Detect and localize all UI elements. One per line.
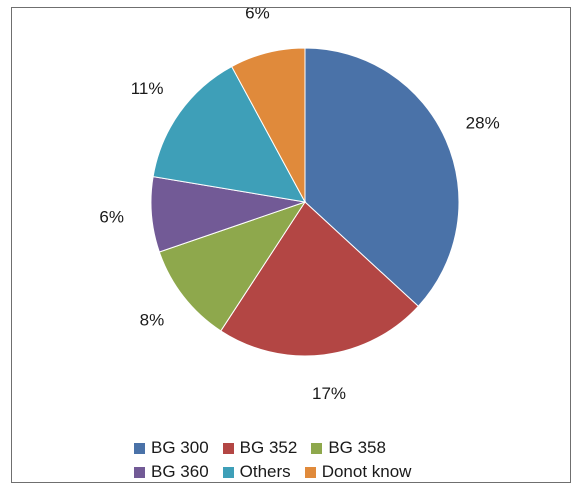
pie-slice-bg-358	[158, 201, 307, 332]
data-label: 6%	[99, 207, 124, 226]
legend-swatch	[134, 442, 145, 454]
legend-item: BG 352	[222, 438, 298, 458]
data-label: 28%	[466, 114, 500, 133]
pie-slice-donot-know	[231, 47, 306, 203]
legend-item: Others	[222, 462, 291, 482]
legend-swatch	[222, 442, 234, 454]
chart-frame: 28% 17% 8% 6% 11% 6% BG 300 BG 352 BG 358 BG …	[11, 7, 571, 483]
legend-label: BG 358	[328, 438, 386, 457]
data-label: 6%	[245, 8, 270, 22]
legend: BG 300 BG 352 BG 358 BG 360 Others Donot…	[134, 436, 514, 484]
pie-slice-bg-352	[220, 201, 420, 357]
legend-label: BG 352	[239, 438, 298, 457]
pie-slices	[150, 47, 460, 357]
legend-row-1: BG 300 BG 352 BG 358	[134, 436, 514, 460]
pie-slice-others	[152, 65, 306, 203]
legend-swatch	[304, 466, 316, 478]
legend-row-2: BG 360 Others Donot know	[134, 460, 514, 484]
legend-item: BG 360	[134, 462, 209, 482]
pie-labels: 28% 17% 8% 6% 11% 6%	[99, 8, 499, 403]
legend-item: BG 300	[134, 438, 209, 458]
pie-chart: 28% 17% 8% 6% 11% 6%	[99, 8, 499, 403]
legend-item: Donot know	[304, 462, 412, 482]
legend-item: BG 358	[311, 438, 386, 458]
legend-swatch	[222, 466, 234, 478]
data-label: 8%	[140, 311, 165, 330]
data-label: 11%	[131, 79, 164, 98]
pie-slice-bg-300	[304, 47, 460, 308]
legend-swatch	[311, 442, 323, 454]
legend-label: BG 300	[151, 438, 209, 457]
legend-label: Donot know	[321, 462, 412, 481]
legend-label: Others	[239, 462, 291, 481]
legend-label: BG 360	[151, 462, 209, 481]
legend-swatch	[134, 466, 145, 478]
data-label: 17%	[312, 384, 346, 403]
